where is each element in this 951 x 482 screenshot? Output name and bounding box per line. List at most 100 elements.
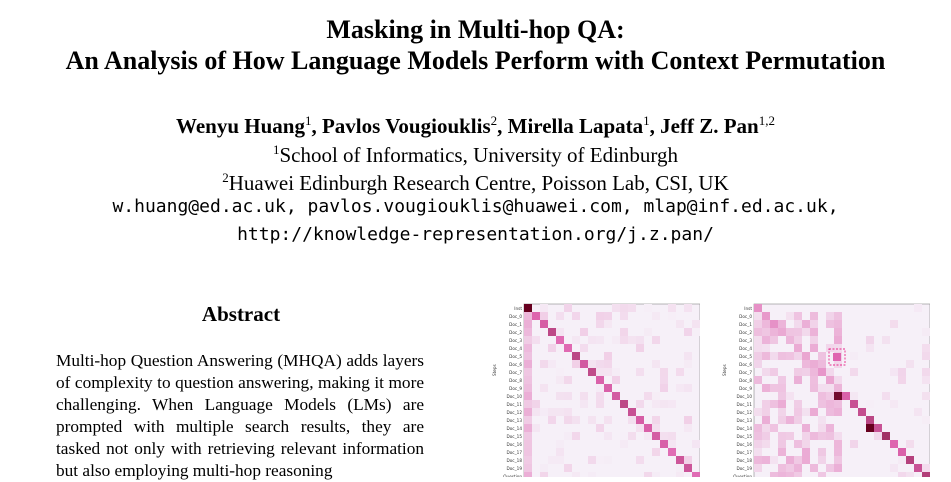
heatmap-cell	[540, 360, 548, 368]
heatmap-cell	[652, 312, 660, 320]
heatmap-row-label: Doc_16	[736, 442, 752, 447]
heatmap-cell	[754, 360, 762, 368]
heatmap-cell	[628, 416, 636, 424]
heatmap-cell	[778, 440, 786, 448]
heatmap-cell	[802, 408, 810, 416]
heatmap-cell	[826, 344, 834, 352]
heatmap-cell	[588, 360, 596, 368]
heatmap-cell	[540, 320, 548, 328]
heatmap-cell	[652, 392, 660, 400]
heatmap-cell	[866, 336, 874, 344]
heatmap-cell	[540, 312, 548, 320]
heatmap-cell	[684, 360, 692, 368]
heatmap-cell	[882, 432, 890, 440]
heatmap-cell	[842, 392, 850, 400]
heatmap-cell	[540, 464, 548, 472]
heatmap-cell	[754, 464, 762, 472]
heatmap-cell	[794, 344, 802, 352]
heatmap-cell	[866, 424, 874, 432]
heatmap-cell	[620, 432, 628, 440]
heatmap-cell	[794, 464, 802, 472]
heatmap-cell	[834, 376, 842, 384]
heatmap-cell	[564, 304, 572, 312]
author-separator: ,	[311, 114, 322, 138]
heatmap-cell	[564, 376, 572, 384]
heatmap-row-label: Doc_4	[739, 346, 752, 351]
heatmap-cell	[834, 336, 842, 344]
heatmap-cell	[564, 432, 572, 440]
heatmap-cell	[778, 408, 786, 416]
heatmap-cell	[818, 368, 826, 376]
heatmap-cell	[762, 408, 770, 416]
heatmap-cell	[810, 368, 818, 376]
heatmap-cell	[778, 472, 786, 477]
heatmap-cell	[628, 432, 636, 440]
heatmap-cell	[596, 312, 604, 320]
heatmap-cell	[596, 400, 604, 408]
heatmap-cell	[596, 392, 604, 400]
heatmap-cell	[834, 432, 842, 440]
heatmap-cell	[786, 336, 794, 344]
heatmap-cell	[922, 328, 930, 336]
heatmap-cell	[794, 400, 802, 408]
heatmap-cell	[778, 432, 786, 440]
heatmap-cell	[770, 368, 778, 376]
heatmap-cell	[660, 384, 668, 392]
heatmap-cell	[810, 320, 818, 328]
heatmap-row-label: Doc_4	[509, 346, 522, 351]
heatmap-cell	[770, 352, 778, 360]
heatmap-cell	[580, 360, 588, 368]
heatmap-cell	[668, 312, 676, 320]
heatmap-cell	[580, 328, 588, 336]
heatmap-cell	[786, 432, 794, 440]
heatmap-cell	[628, 304, 636, 312]
heatmap-cell	[524, 448, 532, 456]
heatmap-row-label: Doc_12	[736, 410, 752, 415]
affiliation-2-marker: 2	[222, 170, 229, 185]
author-separator: ,	[649, 114, 661, 138]
heatmap-cell	[810, 464, 818, 472]
heatmap-cell	[636, 368, 644, 376]
heatmap-cell	[684, 424, 692, 432]
heatmap-cell	[786, 328, 794, 336]
heatmap-cell	[754, 320, 762, 328]
heatmap-cell	[786, 464, 794, 472]
heatmap-cell	[794, 376, 802, 384]
heatmap-row-label: Doc_7	[739, 370, 752, 375]
heatmap-cell	[612, 304, 620, 312]
heatmap-cell	[524, 424, 532, 432]
heatmap-row-label: Doc_11	[736, 402, 752, 407]
heatmap-cell	[762, 320, 770, 328]
heatmap-cell	[786, 352, 794, 360]
heatmap-cell	[834, 464, 842, 472]
heatmap-cell	[786, 392, 794, 400]
heatmap-cell	[834, 384, 842, 392]
heatmap-cell	[548, 344, 556, 352]
heatmap-cell	[794, 472, 802, 477]
heatmap-cell	[818, 416, 826, 424]
heatmap-cell	[524, 464, 532, 472]
heatmap-cell	[556, 448, 564, 456]
heatmap-cell	[556, 376, 564, 384]
heatmap-cell	[564, 392, 572, 400]
heatmap-cell	[826, 392, 834, 400]
heatmap-row-label: Doc_15	[506, 434, 522, 439]
heatmap-row-label: Doc_7	[509, 370, 522, 375]
heatmap-cell	[802, 320, 810, 328]
heatmap-row-label: Doc_2	[739, 330, 752, 335]
heatmap-row-label: Doc_14	[736, 426, 752, 431]
heatmap-cell	[778, 352, 786, 360]
heatmap-cell	[778, 448, 786, 456]
heatmap-cell	[684, 464, 692, 472]
heatmap-cell	[834, 360, 842, 368]
attention-heatmap-left: Inst Doc_0 Doc_1 Doc_2 Doc_3 Doc_4 Doc_5 Doc_6 D…	[490, 300, 700, 477]
heatmap-cell	[826, 384, 834, 392]
heatmap-cell	[652, 472, 660, 477]
affiliation-1: 1School of Informatics, University of Ed…	[0, 137, 951, 168]
author-homepage-url[interactable]: http://knowledge-representation.org/j.z.…	[237, 224, 714, 245]
heatmap-cell	[826, 312, 834, 320]
heatmap-cell	[684, 384, 692, 392]
heatmap-row-label: Doc_13	[736, 418, 752, 423]
heatmap-cell	[652, 360, 660, 368]
heatmap-row-label: Doc_13	[506, 418, 522, 423]
